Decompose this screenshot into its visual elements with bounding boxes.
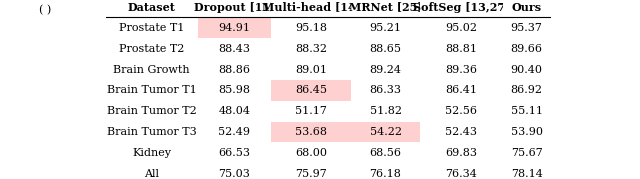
- Text: ( ): ( ): [38, 5, 51, 16]
